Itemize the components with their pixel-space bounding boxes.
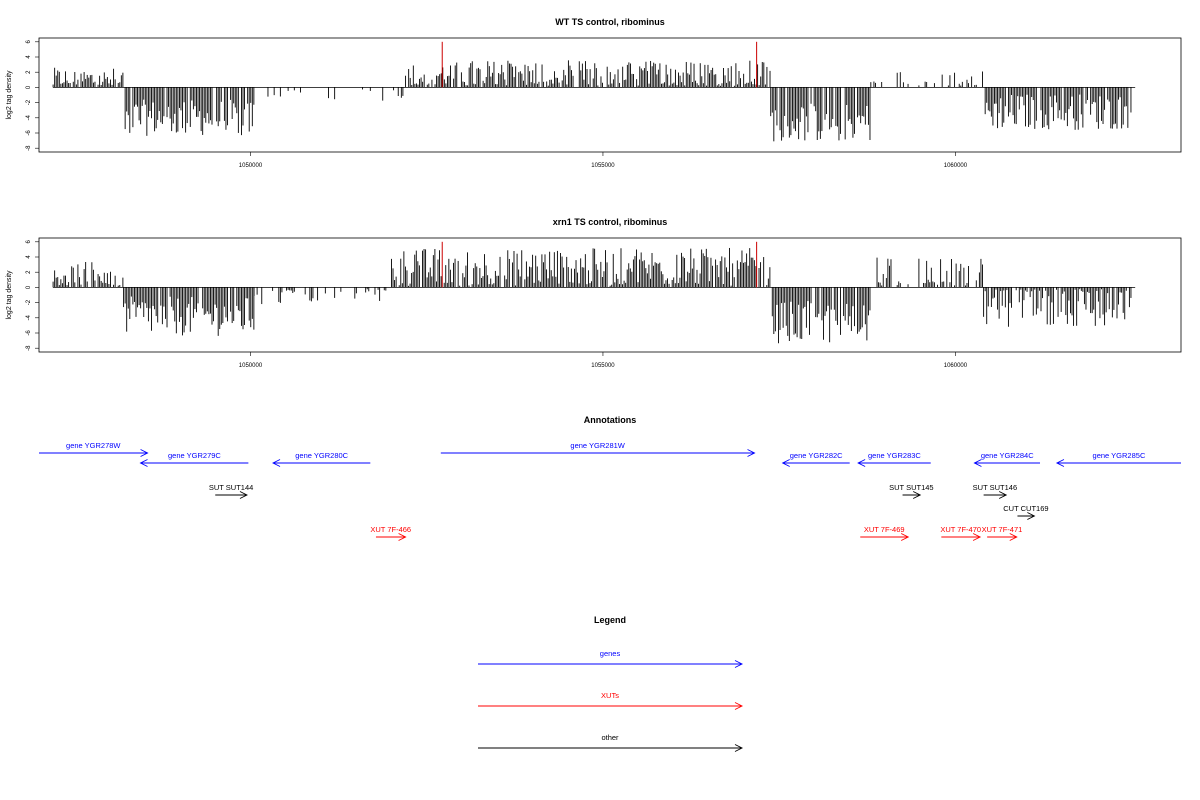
y-tick-label: -2 (26, 99, 32, 105)
feature-label: SUT SUT146 (973, 483, 1017, 492)
x-tick-label: 1060000 (944, 163, 968, 169)
feature-arrow-head (272, 459, 281, 467)
annotations-panel: Annotations gene YGR278W gene YGR279C gene… (39, 415, 1181, 541)
feature-label: gene YGR284C (981, 451, 1034, 460)
density-bars (52, 60, 1132, 142)
legend-arrow-head (734, 744, 744, 752)
feature-label: XUT 7F-471 (982, 525, 1023, 534)
feature-label: gene YGR280C (295, 451, 348, 460)
annotation-feature: gene YGR285C (1055, 451, 1181, 467)
x-tick-label: 1055000 (591, 363, 615, 369)
chart-title: xrn1 TS control, ribominus (553, 217, 668, 227)
y-axis-label: log2 tag density (6, 70, 13, 120)
x-tick-label: 1050000 (239, 163, 263, 169)
y-tick-label: -4 (26, 114, 32, 120)
y-tick-label: -8 (26, 145, 32, 151)
feature-label: XUT 7F-469 (864, 525, 905, 534)
annotation-feature: gene YGR280C (272, 451, 371, 467)
legend-label: other (601, 733, 619, 742)
y-tick-label: -4 (26, 314, 32, 320)
x-tick-label: 1060000 (944, 363, 968, 369)
feature-label: CUT CUT169 (1003, 504, 1048, 513)
plot-frame (38, 37, 1182, 153)
annotation-feature: CUT CUT169 (1003, 504, 1049, 520)
y-tick-label: -6 (26, 330, 32, 336)
plot-frame (38, 237, 1182, 353)
feature-arrow-head (912, 491, 922, 499)
y-tick-label: 2 (26, 70, 32, 74)
feature-arrow-head (972, 533, 982, 541)
xrn1-track-panel: xrn1 TS control, ribominus log2 tag densi… (6, 217, 1182, 369)
feature-arrow-head (747, 449, 756, 457)
y-tick-label: 4 (26, 55, 32, 59)
annotation-feature: SUT SUT144 (209, 483, 253, 499)
feature-label: gene YGR281W (570, 441, 625, 450)
wt-track-panel: WT TS control, ribominus log2 tag density… (6, 17, 1182, 169)
chart-title: WT TS control, ribominus (555, 17, 665, 27)
annotation-feature: gene YGR281W (440, 441, 756, 457)
legend-label: genes (600, 649, 621, 658)
feature-label: SUT SUT144 (209, 483, 253, 492)
legend-arrow-head (734, 702, 744, 710)
annotation-feature: XUT 7F-470 (940, 525, 982, 541)
y-tick-label: -6 (26, 130, 32, 136)
feature-arrow-head (139, 459, 148, 467)
feature-arrow-head (239, 491, 248, 499)
y-tick-label: -8 (26, 345, 32, 351)
density-bars (52, 247, 1132, 344)
x-tick-label: 1055000 (591, 163, 615, 169)
y-tick-label: 0 (26, 285, 32, 289)
legend-item: XUTs (478, 691, 744, 710)
legend-item: other (478, 733, 744, 752)
y-tick-label: 0 (26, 85, 32, 89)
annotation-feature: XUT 7F-469 (860, 525, 910, 541)
feature-arrow-head (1055, 459, 1065, 467)
annotation-feature: gene YGR283C (857, 451, 931, 467)
y-tick-label: 4 (26, 255, 32, 259)
legend-item: genes (478, 649, 744, 668)
annotation-feature: SUT SUT145 (889, 483, 934, 499)
feature-label: XUT 7F-470 (940, 525, 981, 534)
y-axis-label: log2 tag density (6, 270, 13, 320)
y-tick-label: 2 (26, 270, 32, 274)
annotation-feature: gene YGR278W (39, 441, 149, 457)
annotation-feature: XUT 7F-466 (370, 525, 411, 541)
feature-label: gene YGR278W (66, 441, 121, 450)
annotation-feature: gene YGR279C (139, 451, 249, 467)
feature-label: gene YGR285C (1093, 451, 1146, 460)
legend-label: XUTs (601, 691, 619, 700)
feature-label: SUT SUT145 (889, 483, 933, 492)
feature-arrow-head (140, 449, 149, 457)
feature-label: gene YGR279C (168, 451, 221, 460)
legend-arrow-head (734, 660, 744, 668)
legend-panel: Legend genes XUTs other (478, 615, 744, 752)
annotation-feature: XUT 7F-471 (982, 525, 1023, 541)
annotation-feature: gene YGR282C (781, 451, 850, 467)
feature-label: gene YGR283C (868, 451, 921, 460)
legend-title: Legend (594, 615, 626, 625)
feature-arrow-head (857, 459, 866, 467)
feature-label: gene YGR282C (790, 451, 843, 460)
feature-arrow-head (398, 533, 407, 541)
feature-arrow-head (1009, 533, 1018, 541)
annotation-feature: SUT SUT146 (973, 483, 1017, 499)
feature-label: XUT 7F-466 (370, 525, 411, 534)
feature-arrow-head (998, 491, 1008, 499)
annotation-feature: gene YGR284C (973, 451, 1041, 467)
y-tick-label: -2 (26, 299, 32, 305)
feature-arrow-head (973, 459, 982, 467)
feature-arrow-head (900, 533, 910, 541)
y-tick-label: 6 (26, 39, 32, 43)
feature-arrow-head (1027, 512, 1036, 520)
feature-arrow-head (781, 459, 790, 467)
y-tick-label: 6 (26, 239, 32, 243)
annotations-title: Annotations (584, 415, 637, 425)
x-tick-label: 1050000 (239, 363, 263, 369)
